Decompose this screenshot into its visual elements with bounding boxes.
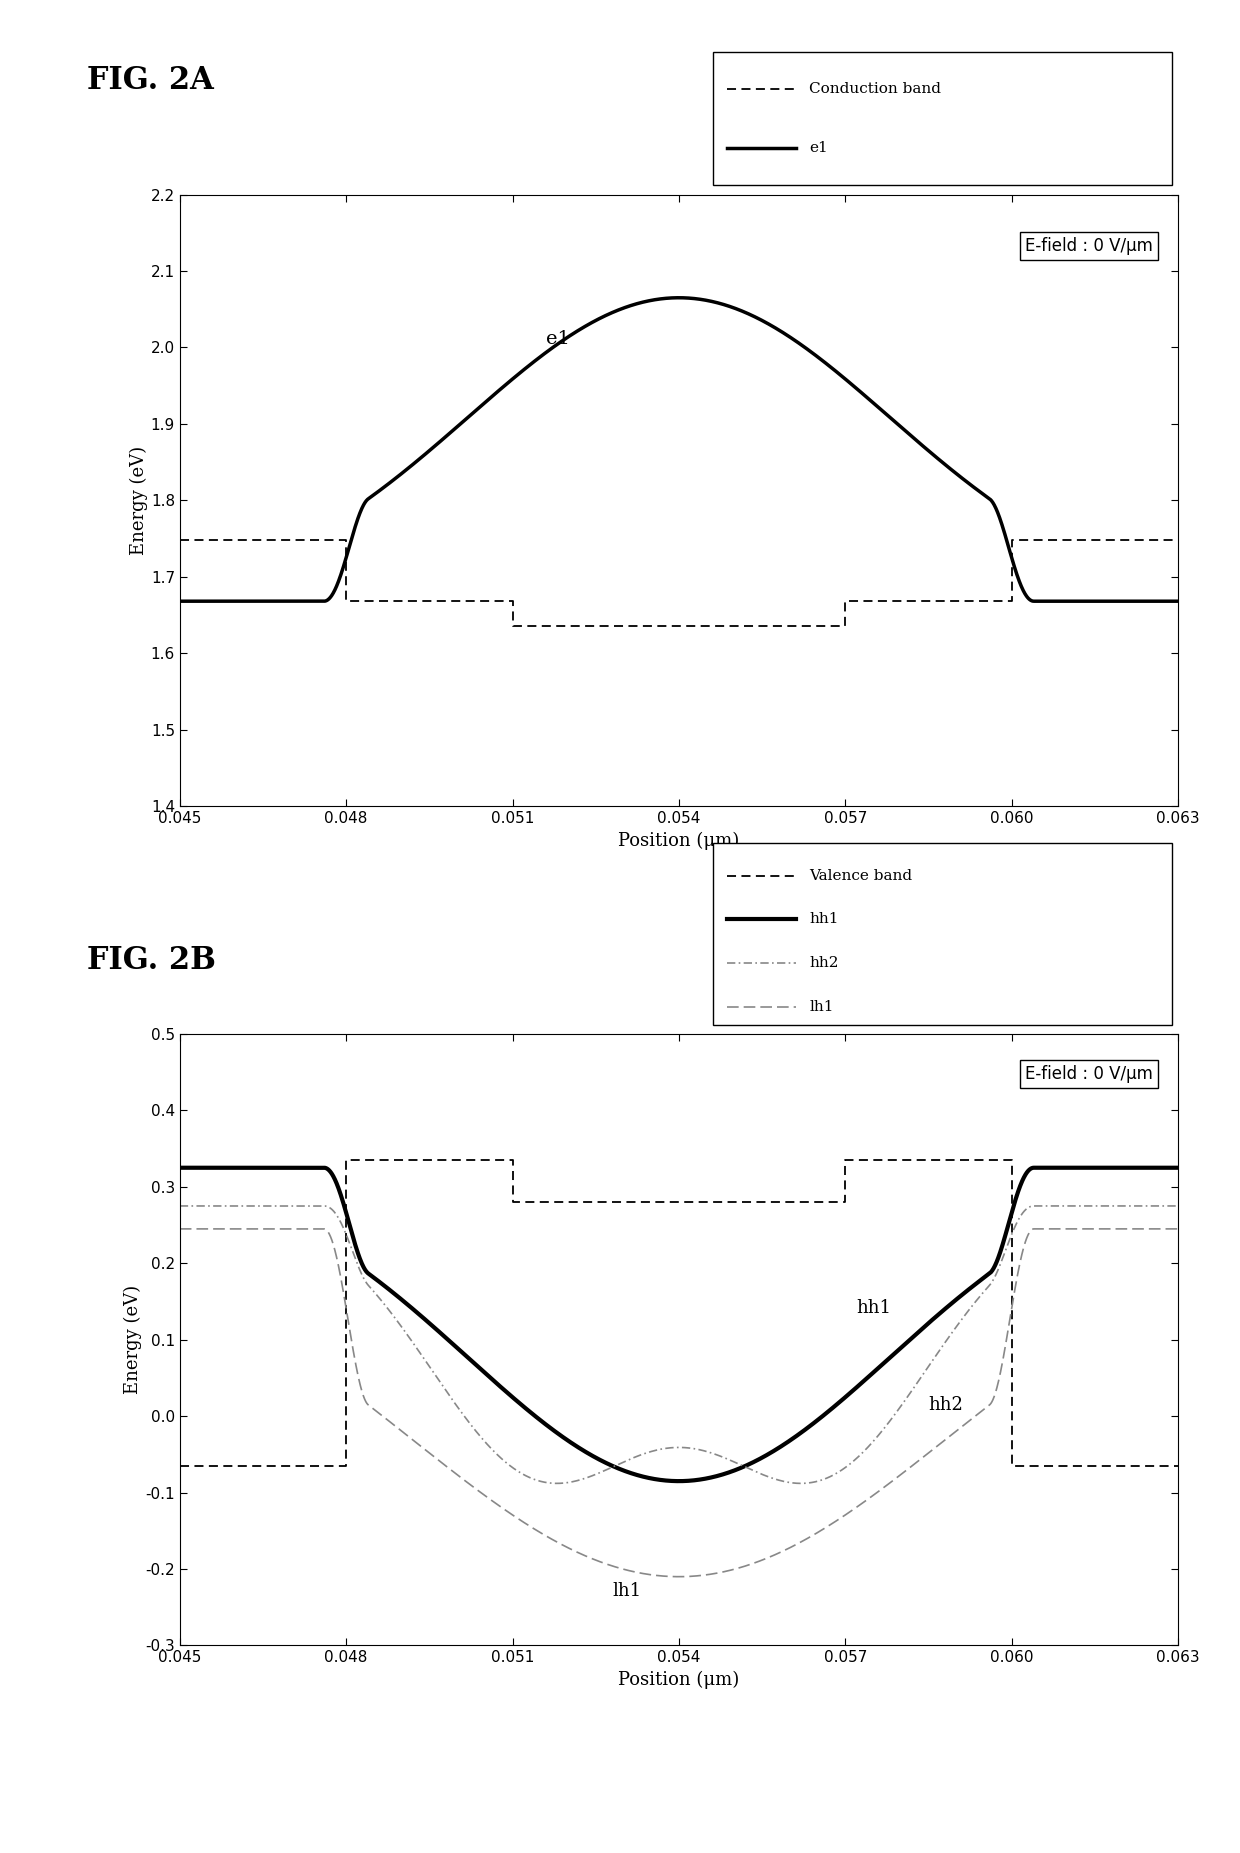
Y-axis label: Energy (eV): Energy (eV) [124, 1286, 143, 1393]
Text: lh1: lh1 [810, 999, 833, 1014]
Y-axis label: Energy (eV): Energy (eV) [130, 447, 148, 554]
Text: e1: e1 [546, 330, 569, 348]
FancyBboxPatch shape [713, 843, 1172, 1025]
Text: hh1: hh1 [857, 1299, 892, 1317]
Text: hh2: hh2 [810, 956, 838, 969]
FancyBboxPatch shape [713, 52, 1172, 185]
Text: E-field : 0 V/μm: E-field : 0 V/μm [1025, 1064, 1153, 1082]
Text: hh2: hh2 [929, 1395, 963, 1414]
Text: Valence band: Valence band [810, 869, 913, 882]
Text: e1: e1 [810, 141, 828, 156]
Text: hh1: hh1 [810, 912, 838, 926]
Text: E-field : 0 V/μm: E-field : 0 V/μm [1025, 237, 1153, 256]
Text: FIG. 2A: FIG. 2A [87, 65, 213, 96]
Text: lh1: lh1 [613, 1582, 641, 1599]
X-axis label: Position (μm): Position (μm) [619, 832, 739, 851]
Text: FIG. 2B: FIG. 2B [87, 945, 216, 977]
Text: Conduction band: Conduction band [810, 82, 941, 96]
X-axis label: Position (μm): Position (μm) [619, 1671, 739, 1690]
